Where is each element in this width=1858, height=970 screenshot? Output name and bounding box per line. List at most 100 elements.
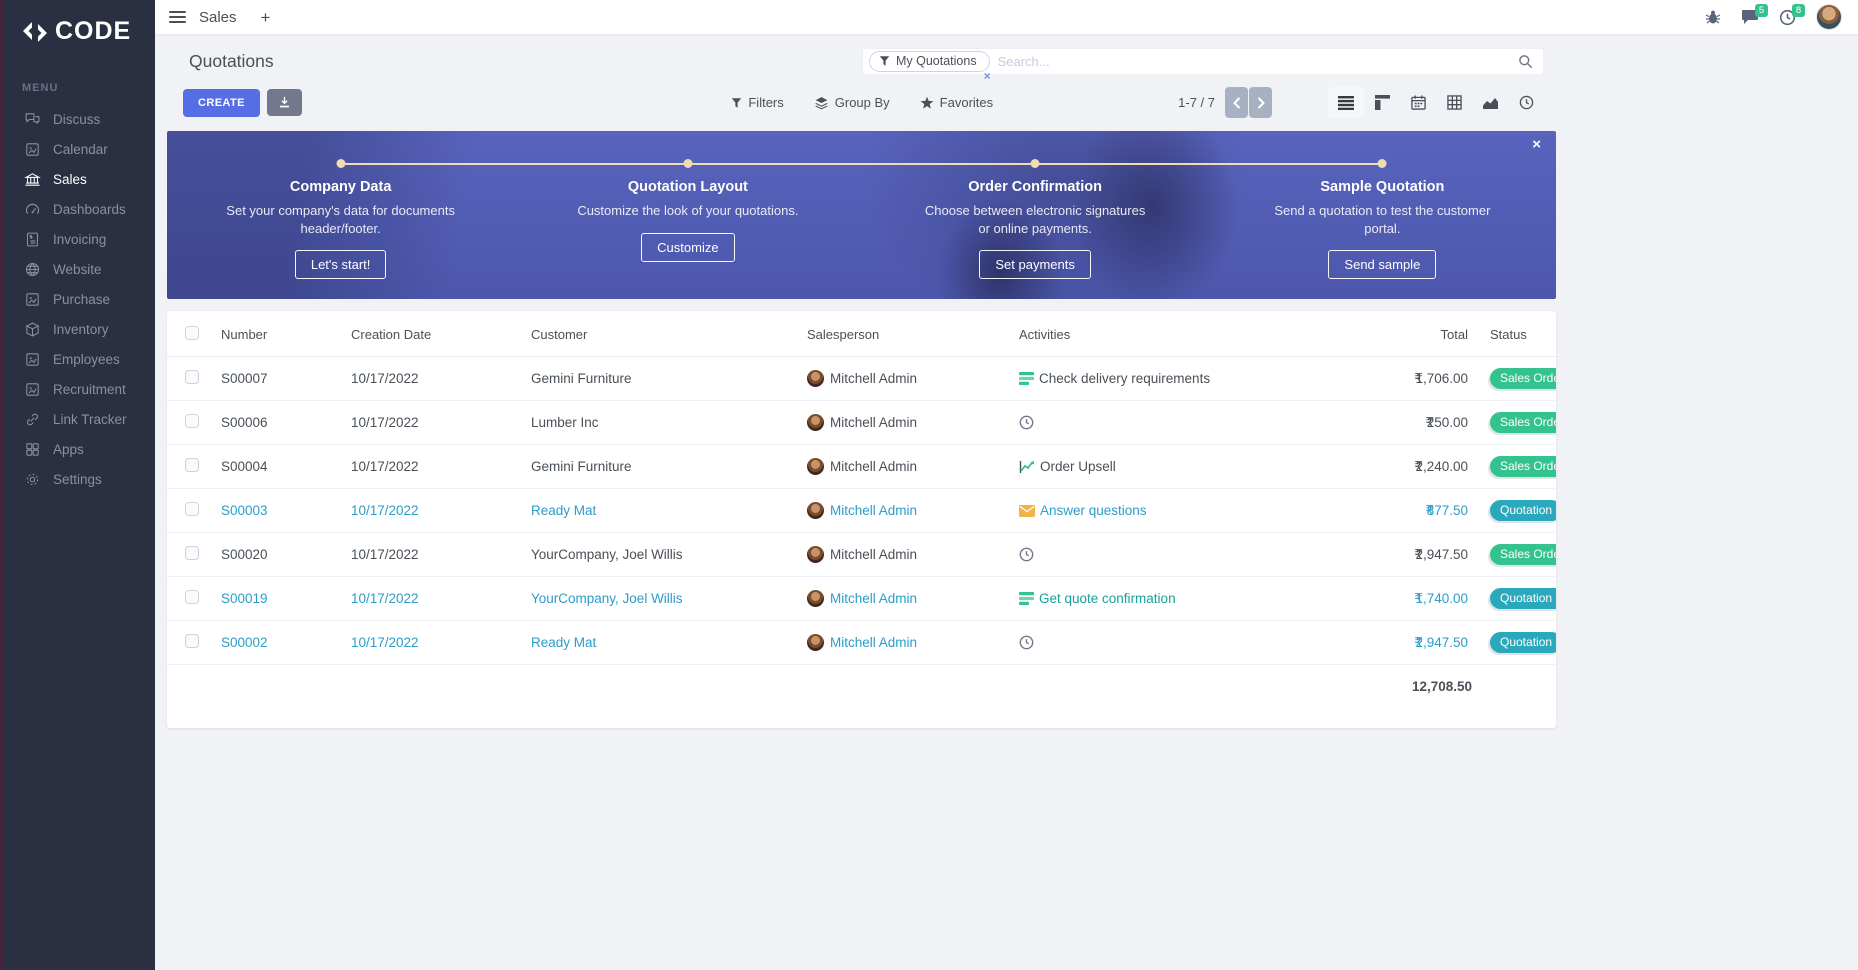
sidebar-item-recruitment[interactable]: Recruitment xyxy=(0,374,155,404)
column-header-status[interactable]: Status xyxy=(1478,311,1556,357)
cell-activities[interactable] xyxy=(1013,400,1370,445)
salesperson-avatar xyxy=(807,546,824,563)
status-badge: Sales Order xyxy=(1490,368,1556,389)
cell-customer: YourCompany, Joel Willis xyxy=(525,532,801,577)
export-button[interactable] xyxy=(266,89,302,116)
brand-logo[interactable]: CODE xyxy=(0,0,155,46)
column-header-total[interactable]: Total xyxy=(1370,311,1478,357)
hamburger-menu-icon[interactable] xyxy=(169,11,186,23)
cell-customer: Gemini Furniture xyxy=(525,356,801,401)
row-checkbox[interactable] xyxy=(185,458,199,472)
row-checkbox[interactable] xyxy=(185,546,199,560)
cell-activities[interactable] xyxy=(1013,532,1370,577)
step-title: Quotation Layout xyxy=(627,179,748,195)
sidebar-item-inventory[interactable]: Inventory xyxy=(0,314,155,344)
graph-view-button[interactable] xyxy=(1472,87,1508,118)
set-payments-button[interactable]: Set payments xyxy=(979,250,1091,280)
search-icon[interactable] xyxy=(1518,54,1533,69)
table-row[interactable]: S00007 10/17/2022 Gemini Furniture Mitch… xyxy=(167,356,1556,401)
row-checkbox[interactable] xyxy=(185,502,199,516)
row-checkbox[interactable] xyxy=(185,370,199,384)
table-row[interactable]: S00002 10/17/2022 Ready Mat Mitchell Adm… xyxy=(167,620,1556,665)
cell-activities[interactable]: Answer questions xyxy=(1013,488,1370,533)
activity-view-button[interactable] xyxy=(1508,87,1544,118)
create-button[interactable]: CREATE xyxy=(183,88,260,117)
table-row[interactable]: S00019 10/17/2022 YourCompany, Joel Will… xyxy=(167,576,1556,621)
select-all-checkbox[interactable] xyxy=(185,326,199,340)
sidebar-item-purchase[interactable]: Purchase xyxy=(0,284,155,314)
pager-previous-button[interactable] xyxy=(1225,87,1248,118)
chevron-right-icon xyxy=(1257,96,1265,109)
sidebar-item-discuss[interactable]: Discuss xyxy=(0,104,155,134)
cell-total: ₹877.50 xyxy=(1370,488,1478,533)
cell-status: Sales Order xyxy=(1478,532,1556,577)
send-sample-button[interactable]: Send sample xyxy=(1328,250,1437,280)
status-badge: Sales Order xyxy=(1490,412,1556,433)
currency-symbol: ₹ xyxy=(1414,634,1423,651)
sidebar-item-apps[interactable]: Apps xyxy=(0,434,155,464)
search-facet[interactable]: My Quotations × xyxy=(869,51,991,83)
favorites-button[interactable]: Favorites xyxy=(920,95,993,110)
pivot-view-button[interactable] xyxy=(1436,87,1472,118)
topbar-app-name[interactable]: Sales xyxy=(199,8,237,26)
cell-salesperson: Mitchell Admin xyxy=(801,576,1013,621)
messages-icon[interactable]: 5 xyxy=(1741,4,1768,25)
timeline-dot xyxy=(1030,159,1040,168)
pager: 1-7 / 7 xyxy=(1178,87,1272,118)
sidebar-item-website[interactable]: Website xyxy=(0,254,155,284)
sidebar-item-dashboards[interactable]: Dashboards xyxy=(0,194,155,224)
column-header-activities[interactable]: Activities xyxy=(1013,311,1370,357)
cell-total: ₹1,706.00 xyxy=(1370,356,1478,401)
filter-funnel-icon xyxy=(732,97,742,108)
facet-remove-icon[interactable]: × xyxy=(983,69,991,83)
lets-start-button[interactable]: Let's start! xyxy=(294,250,387,280)
currency-symbol: ₹ xyxy=(1414,458,1423,475)
table-row[interactable]: S00020 10/17/2022 YourCompany, Joel Will… xyxy=(167,532,1556,577)
sidebar-item-label: Settings xyxy=(53,471,102,487)
cell-activities[interactable]: Check delivery requirements xyxy=(1013,356,1370,401)
column-header-number[interactable]: Number xyxy=(215,311,345,357)
sidebar-item-link-tracker[interactable]: Link Tracker xyxy=(0,404,155,434)
sidebar-item-invoicing[interactable]: Invoicing xyxy=(0,224,155,254)
list-view-button[interactable] xyxy=(1328,87,1364,118)
table-row[interactable]: S00003 10/17/2022 Ready Mat Mitchell Adm… xyxy=(167,488,1556,533)
cell-activities[interactable]: Get quote confirmation xyxy=(1013,576,1370,621)
sidebar-item-settings[interactable]: Settings xyxy=(0,464,155,494)
kanban-view-button[interactable] xyxy=(1364,87,1400,118)
calendar-view-button[interactable] xyxy=(1400,87,1436,118)
salesperson-avatar xyxy=(807,370,824,387)
gauge-icon xyxy=(25,203,40,214)
cell-activities[interactable]: Order Upsell xyxy=(1013,444,1370,489)
search-bar[interactable]: My Quotations × xyxy=(862,48,1544,83)
sidebar-item-employees[interactable]: Employees xyxy=(0,344,155,374)
group-by-button[interactable]: Group By xyxy=(814,95,890,110)
activities-clock-icon[interactable]: 8 xyxy=(1779,3,1805,26)
cell-creation-date: 10/17/2022 xyxy=(345,400,525,445)
cell-activities[interactable] xyxy=(1013,620,1370,665)
cell-customer: Gemini Furniture xyxy=(525,444,801,489)
banner-close-icon[interactable]: × xyxy=(1532,136,1541,153)
pager-next-button[interactable] xyxy=(1249,87,1272,118)
chat-bubbles-icon xyxy=(25,112,40,124)
row-checkbox[interactable] xyxy=(185,590,199,604)
cell-salesperson: Mitchell Admin xyxy=(801,620,1013,665)
table-row[interactable]: S00004 10/17/2022 Gemini Furniture Mitch… xyxy=(167,444,1556,489)
sidebar-item-sales[interactable]: Sales xyxy=(0,164,155,194)
debug-bug-icon[interactable] xyxy=(1705,9,1721,25)
row-checkbox[interactable] xyxy=(185,414,199,428)
column-header-creation-date[interactable]: Creation Date xyxy=(345,311,525,357)
sidebar-item-calendar[interactable]: Calendar xyxy=(0,134,155,164)
currency-symbol: ₹ xyxy=(1425,502,1435,519)
filters-button[interactable]: Filters xyxy=(731,95,784,110)
row-checkbox[interactable] xyxy=(185,634,199,648)
add-tab-button[interactable]: + xyxy=(260,7,271,27)
pivot-view-icon xyxy=(1446,95,1462,110)
list-icon xyxy=(1019,592,1034,605)
sidebar-item-label: Dashboards xyxy=(53,201,126,217)
user-avatar[interactable] xyxy=(1816,4,1842,30)
column-header-customer[interactable]: Customer xyxy=(525,311,801,357)
customize-button[interactable]: Customize xyxy=(641,232,735,262)
column-header-salesperson[interactable]: Salesperson xyxy=(801,311,1013,357)
search-input[interactable] xyxy=(997,54,1518,69)
table-row[interactable]: S00006 10/17/2022 Lumber Inc Mitchell Ad… xyxy=(167,400,1556,445)
